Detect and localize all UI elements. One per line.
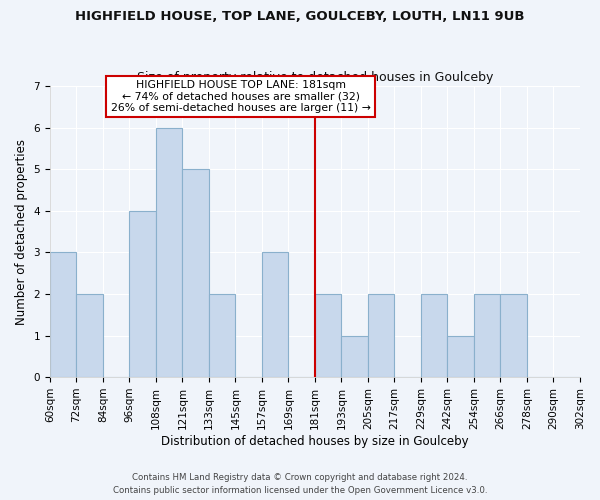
Text: Contains HM Land Registry data © Crown copyright and database right 2024.
Contai: Contains HM Land Registry data © Crown c… xyxy=(113,474,487,495)
Bar xyxy=(341,336,368,377)
Bar xyxy=(50,252,76,377)
Bar xyxy=(262,252,289,377)
Bar xyxy=(315,294,341,377)
Title: Size of property relative to detached houses in Goulceby: Size of property relative to detached ho… xyxy=(137,70,493,84)
Bar xyxy=(500,294,527,377)
X-axis label: Distribution of detached houses by size in Goulceby: Distribution of detached houses by size … xyxy=(161,434,469,448)
Bar xyxy=(76,294,103,377)
Bar xyxy=(130,211,156,377)
Bar xyxy=(156,128,182,377)
Text: HIGHFIELD HOUSE, TOP LANE, GOULCEBY, LOUTH, LN11 9UB: HIGHFIELD HOUSE, TOP LANE, GOULCEBY, LOU… xyxy=(75,10,525,23)
Bar xyxy=(209,294,235,377)
Bar xyxy=(182,169,209,377)
Y-axis label: Number of detached properties: Number of detached properties xyxy=(15,138,28,324)
Bar xyxy=(474,294,500,377)
Text: HIGHFIELD HOUSE TOP LANE: 181sqm
← 74% of detached houses are smaller (32)
26% o: HIGHFIELD HOUSE TOP LANE: 181sqm ← 74% o… xyxy=(111,80,371,113)
Bar xyxy=(368,294,394,377)
Bar xyxy=(421,294,448,377)
Bar xyxy=(448,336,474,377)
